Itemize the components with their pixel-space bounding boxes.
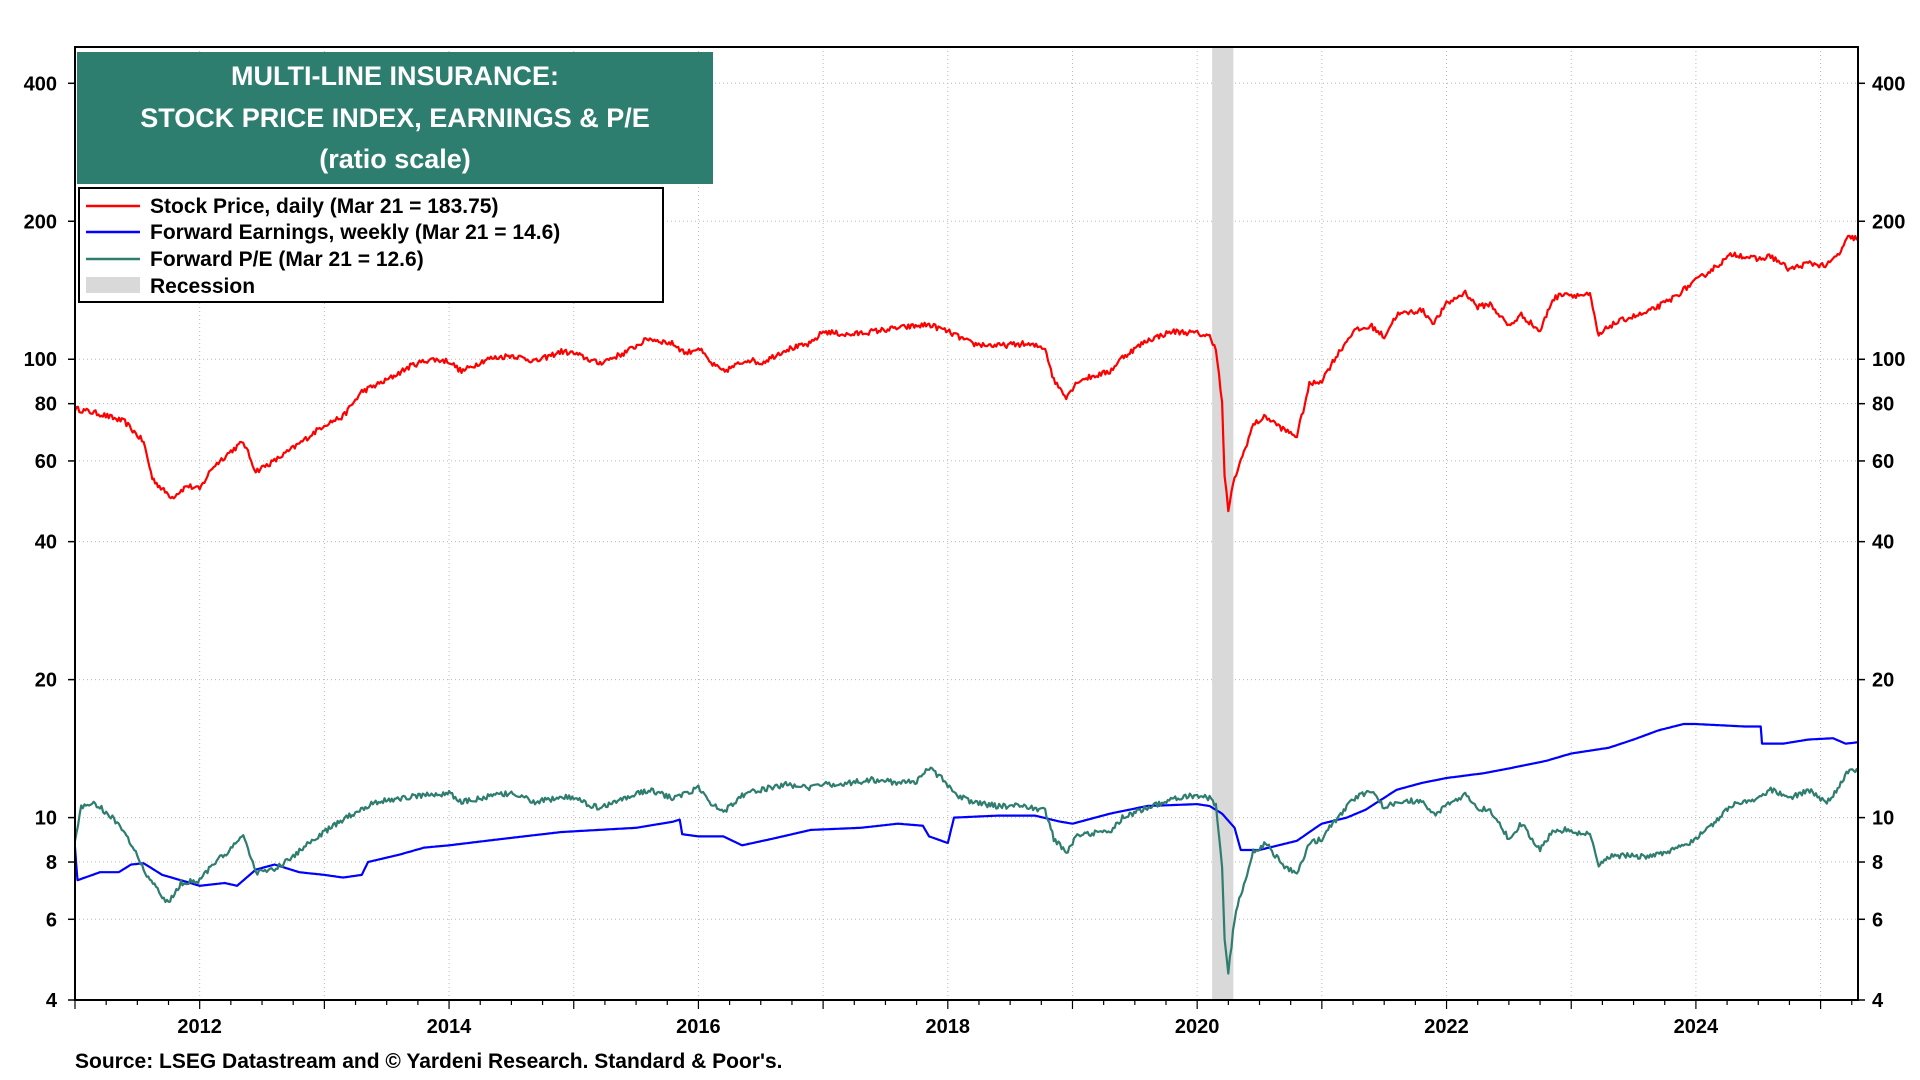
legend-swatch-recession bbox=[86, 277, 140, 293]
y-tick-label-right: 400 bbox=[1872, 73, 1905, 95]
chart-title-line-1: MULTI-LINE INSURANCE: bbox=[231, 61, 559, 91]
stock-price-line bbox=[73, 234, 1859, 513]
source-note: Source: LSEG Datastream and © Yardeni Re… bbox=[75, 1050, 782, 1073]
y-tick-label-right: 80 bbox=[1872, 394, 1894, 416]
y-tick-label-right: 100 bbox=[1872, 349, 1905, 371]
legend-label-forward-earnings: Forward Earnings, weekly (Mar 21 = 14.6) bbox=[150, 221, 560, 244]
forward-pe-line bbox=[73, 766, 1859, 975]
y-tick-label-left: 10 bbox=[35, 808, 57, 830]
chart-title-line-3: (ratio scale) bbox=[319, 144, 471, 174]
legend: Stock Price, daily (Mar 21 = 183.75) For… bbox=[78, 187, 664, 303]
x-tick-label: 2016 bbox=[676, 1016, 721, 1038]
forward-earnings-line bbox=[73, 722, 1859, 887]
y-tick-label-right: 20 bbox=[1872, 670, 1894, 692]
y-tick-label-right: 200 bbox=[1872, 211, 1905, 233]
title-background bbox=[77, 52, 713, 184]
y-tick-label-left: 40 bbox=[35, 532, 57, 554]
y-tick-label-left: 400 bbox=[24, 73, 57, 95]
legend-label-stock-price: Stock Price, daily (Mar 21 = 183.75) bbox=[150, 195, 498, 218]
y-tick-label-left: 200 bbox=[24, 211, 57, 233]
y-tick-label-right: 40 bbox=[1872, 532, 1894, 554]
plot-frame bbox=[74, 46, 1859, 1001]
recession-band bbox=[1212, 47, 1234, 1000]
y-tick-label-right: 60 bbox=[1872, 451, 1894, 473]
x-tick-label: 2018 bbox=[926, 1016, 971, 1038]
grid bbox=[75, 47, 1858, 1001]
y-tick-label-left: 6 bbox=[46, 909, 57, 931]
y-tick-label-left: 100 bbox=[24, 349, 57, 371]
y-tick-label-right: 6 bbox=[1872, 909, 1883, 931]
series-layer bbox=[73, 234, 1859, 975]
x-tick-label: 2014 bbox=[427, 1016, 472, 1038]
y-tick-label-left: 4 bbox=[46, 990, 58, 1012]
y-tick-label-left: 60 bbox=[35, 451, 57, 473]
y-tick-label-right: 4 bbox=[1872, 990, 1884, 1012]
y-tick-label-right: 10 bbox=[1872, 808, 1894, 830]
x-tick-label: 2022 bbox=[1424, 1016, 1469, 1038]
y-tick-label-left: 80 bbox=[35, 394, 57, 416]
y-tick-label-right: 8 bbox=[1872, 852, 1883, 874]
x-tick-label: 2012 bbox=[177, 1016, 222, 1038]
x-tick-label: 2020 bbox=[1175, 1016, 1220, 1038]
recession-band-layer bbox=[1212, 47, 1234, 1000]
legend-label-recession: Recession bbox=[150, 275, 255, 298]
legend-label-forward-pe: Forward P/E (Mar 21 = 12.6) bbox=[150, 248, 424, 271]
y-tick-label-left: 8 bbox=[46, 852, 57, 874]
chart-title-line-2: STOCK PRICE INDEX, EARNINGS & P/E bbox=[140, 103, 650, 133]
chart-title-box: MULTI-LINE INSURANCE: STOCK PRICE INDEX,… bbox=[77, 52, 713, 184]
x-tick-label: 2024 bbox=[1674, 1016, 1719, 1038]
legend-box bbox=[78, 187, 664, 303]
y-tick-label-left: 20 bbox=[35, 670, 57, 692]
